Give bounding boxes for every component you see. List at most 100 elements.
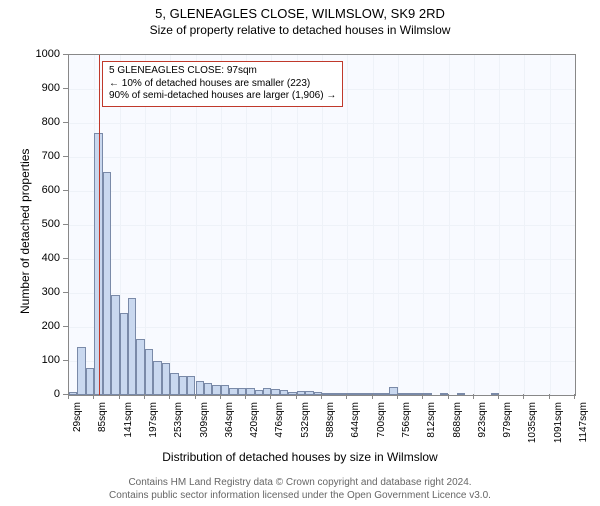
y-tick-label: 500 (30, 218, 60, 230)
y-tick-mark (63, 54, 68, 55)
x-tick-label: 1035sqm (527, 402, 538, 446)
histogram-bar (398, 393, 406, 395)
x-tick-label: 1147sqm (578, 402, 589, 446)
callout-line-2: ← 10% of detached houses are smaller (22… (109, 78, 336, 91)
y-tick-label: 200 (30, 320, 60, 332)
x-tick-label: 812sqm (426, 402, 437, 446)
footer-line-2: Contains public sector information licen… (0, 489, 600, 502)
histogram-bar (86, 368, 94, 395)
x-tick-label: 868sqm (452, 402, 463, 446)
x-tick-mark (549, 394, 550, 399)
histogram-bar (297, 391, 305, 395)
histogram-bar (246, 388, 254, 395)
histogram-bar (406, 393, 414, 395)
histogram-bar (356, 393, 364, 395)
x-tick-label: 532sqm (300, 402, 311, 446)
histogram-bar (179, 376, 187, 395)
x-tick-label: 197sqm (148, 402, 159, 446)
x-tick-mark (245, 394, 246, 399)
x-tick-label: 588sqm (325, 402, 336, 446)
gridline-vertical (398, 55, 399, 395)
histogram-bar (322, 393, 330, 395)
gridline-vertical (550, 55, 551, 395)
gridline-vertical (474, 55, 475, 395)
gridline-vertical (449, 55, 450, 395)
y-tick-label: 1000 (30, 48, 60, 60)
x-tick-label: 141sqm (123, 402, 134, 446)
y-tick-mark (63, 224, 68, 225)
y-tick-label: 600 (30, 184, 60, 196)
callout-line-3: 90% of semi-detached houses are larger (… (109, 90, 336, 103)
x-tick-mark (473, 394, 474, 399)
histogram-bar (305, 391, 313, 395)
histogram-bar (120, 313, 128, 395)
y-tick-mark (63, 122, 68, 123)
y-tick-label: 100 (30, 354, 60, 366)
x-tick-label: 364sqm (224, 402, 235, 446)
y-tick-label: 800 (30, 116, 60, 128)
x-tick-label: 756sqm (401, 402, 412, 446)
x-tick-label: 923sqm (477, 402, 488, 446)
x-tick-mark (220, 394, 221, 399)
y-tick-label: 900 (30, 82, 60, 94)
histogram-bar (128, 298, 136, 395)
histogram-bar (69, 392, 77, 395)
x-tick-label: 420sqm (249, 402, 260, 446)
x-tick-mark (296, 394, 297, 399)
property-marker-line (99, 55, 100, 395)
histogram-bar (153, 361, 161, 395)
x-tick-mark (422, 394, 423, 399)
histogram-bar (103, 172, 111, 395)
x-tick-label: 476sqm (274, 402, 285, 446)
histogram-bar (77, 347, 85, 395)
y-tick-mark (63, 292, 68, 293)
histogram-bar (457, 393, 465, 395)
chart-container: 5, GLENEAGLES CLOSE, WILMSLOW, SK9 2RD S… (0, 6, 600, 506)
histogram-bar (280, 390, 288, 395)
x-tick-mark (169, 394, 170, 399)
histogram-bar (170, 373, 178, 395)
x-tick-mark (68, 394, 69, 399)
x-tick-label: 253sqm (173, 402, 184, 446)
x-tick-mark (195, 394, 196, 399)
x-tick-mark (523, 394, 524, 399)
histogram-bar (136, 339, 144, 395)
x-tick-label: 85sqm (97, 402, 108, 446)
gridline-vertical (524, 55, 525, 395)
y-tick-mark (63, 360, 68, 361)
legend-callout-box: 5 GLENEAGLES CLOSE: 97sqm ← 10% of detac… (102, 61, 343, 107)
gridline-vertical (347, 55, 348, 395)
page-title: 5, GLENEAGLES CLOSE, WILMSLOW, SK9 2RD (0, 6, 600, 21)
histogram-bar (330, 393, 338, 395)
x-tick-mark (144, 394, 145, 399)
histogram-bar (162, 363, 170, 395)
gridline-vertical (499, 55, 500, 395)
histogram-bar (229, 388, 237, 395)
y-tick-mark (63, 326, 68, 327)
x-tick-label: 1091sqm (553, 402, 564, 446)
y-tick-label: 300 (30, 286, 60, 298)
y-tick-label: 700 (30, 150, 60, 162)
y-tick-mark (63, 88, 68, 89)
page-subtitle: Size of property relative to detached ho… (0, 23, 600, 37)
histogram-bar (221, 385, 229, 395)
footer-line-1: Contains HM Land Registry data © Crown c… (0, 476, 600, 489)
x-tick-mark (498, 394, 499, 399)
x-tick-mark (93, 394, 94, 399)
gridline-vertical (423, 55, 424, 395)
x-tick-label: 979sqm (502, 402, 513, 446)
x-tick-label: 309sqm (199, 402, 210, 446)
y-tick-mark (63, 258, 68, 259)
x-tick-mark (448, 394, 449, 399)
histogram-bar (423, 393, 431, 395)
callout-line-1: 5 GLENEAGLES CLOSE: 97sqm (109, 65, 336, 78)
gridline-vertical (373, 55, 374, 395)
x-axis-label: Distribution of detached houses by size … (0, 450, 600, 464)
histogram-bar (204, 383, 212, 395)
histogram-bar (255, 390, 263, 395)
x-tick-label: 700sqm (376, 402, 387, 446)
x-tick-mark (346, 394, 347, 399)
x-tick-mark (574, 394, 575, 399)
histogram-bar (111, 295, 119, 395)
y-tick-mark (63, 156, 68, 157)
